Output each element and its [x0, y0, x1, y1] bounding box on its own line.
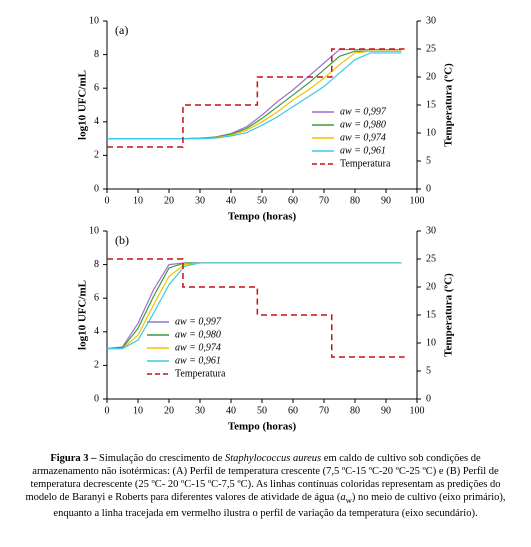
caption-label: Figura 3 –: [50, 453, 97, 464]
legend-label: aw = 0,997: [175, 316, 222, 327]
y2-tick-label: 15: [426, 99, 436, 110]
x-tick-label: 90: [381, 195, 391, 206]
legend-label: Temperatura: [175, 368, 226, 379]
x-tick-label: 30: [195, 195, 205, 206]
legend-label: Temperatura: [340, 158, 391, 169]
y-tick-label: 0: [94, 393, 99, 404]
y2-tick-label: 10: [426, 337, 436, 348]
y2-tick-label: 20: [426, 71, 436, 82]
y2-tick-label: 0: [426, 393, 431, 404]
y2-tick-label: 30: [426, 15, 436, 26]
y2-axis-label: Temperatura (ºC): [443, 63, 455, 147]
panel-label: (a): [115, 23, 128, 37]
x-tick-label: 10: [133, 405, 143, 416]
x-tick-label: 40: [226, 405, 236, 416]
x-axis-label: Tempo (horas): [228, 211, 297, 223]
y2-tick-label: 25: [426, 43, 436, 54]
x-tick-label: 70: [319, 405, 329, 416]
y-tick-label: 2: [94, 150, 99, 161]
x-tick-label: 40: [226, 195, 236, 206]
legend-label: aw = 0,961: [340, 145, 386, 156]
caption-text: em caldo de cultivo sob condições de arm…: [25, 453, 501, 503]
series-line: [107, 52, 402, 140]
y2-tick-label: 30: [426, 225, 436, 236]
x-tick-label: 100: [410, 195, 425, 206]
x-tick-label: 20: [164, 405, 174, 416]
caption-symbol: a: [340, 492, 346, 503]
legend-label: aw = 0,961: [175, 355, 221, 366]
y-axis-label: log10 UFC/mL: [77, 70, 89, 140]
y-tick-label: 8: [94, 49, 99, 60]
x-axis-label: Tempo (horas): [228, 421, 297, 433]
y2-tick-label: 10: [426, 127, 436, 138]
y2-tick-label: 20: [426, 281, 436, 292]
legend-label: aw = 0,974: [340, 132, 386, 143]
caption: Figura 3 – Simulação do crescimento de S…: [20, 452, 511, 520]
y2-tick-label: 0: [426, 183, 431, 194]
y2-axis-label: Temperatura (ºC): [443, 273, 455, 357]
series-line: [107, 262, 402, 350]
x-tick-label: 80: [350, 405, 360, 416]
y-tick-label: 8: [94, 259, 99, 270]
y-tick-label: 4: [94, 326, 99, 337]
y-tick-label: 6: [94, 82, 99, 93]
y-axis-label: log10 UFC/mL: [77, 280, 89, 350]
x-tick-label: 50: [257, 405, 267, 416]
x-tick-label: 80: [350, 195, 360, 206]
caption-text: Simulação do crescimento de: [96, 453, 226, 464]
y-tick-label: 2: [94, 360, 99, 371]
y2-tick-label: 25: [426, 253, 436, 264]
y-tick-label: 6: [94, 292, 99, 303]
x-tick-label: 70: [319, 195, 329, 206]
x-tick-label: 100: [410, 405, 425, 416]
x-tick-label: 60: [288, 405, 298, 416]
y2-tick-label: 5: [426, 365, 431, 376]
figure: 0 10 20 30 40 50 60 70 80 90 100024681005101520253…: [77, 15, 455, 433]
caption-text: ) no meio de cultivo (eixo primário), en…: [53, 492, 506, 520]
legend-label: aw = 0,980: [175, 329, 221, 340]
y2-tick-label: 15: [426, 309, 436, 320]
legend-label: aw = 0,980: [340, 119, 386, 130]
y-tick-label: 0: [94, 183, 99, 194]
series-line: [107, 258, 405, 358]
y-tick-label: 10: [89, 15, 99, 26]
x-tick-label: 30: [195, 405, 205, 416]
x-tick-label: 0: [105, 195, 110, 206]
x-tick-label: 50: [257, 195, 267, 206]
caption-subscript: w: [345, 495, 352, 506]
x-tick-label: 0: [105, 405, 110, 416]
panel-label: (b): [115, 233, 129, 247]
x-tick-label: 20: [164, 195, 174, 206]
caption-species: Staphylococcus aureus: [225, 453, 322, 464]
y2-tick-label: 5: [426, 155, 431, 166]
y-tick-label: 4: [94, 116, 99, 127]
series-line: [107, 48, 405, 148]
y-tick-label: 10: [89, 225, 99, 236]
legend-label: aw = 0,974: [175, 342, 221, 353]
x-tick-label: 90: [381, 405, 391, 416]
x-tick-label: 60: [288, 195, 298, 206]
x-tick-label: 10: [133, 195, 143, 206]
legend-label: aw = 0,997: [340, 106, 387, 117]
